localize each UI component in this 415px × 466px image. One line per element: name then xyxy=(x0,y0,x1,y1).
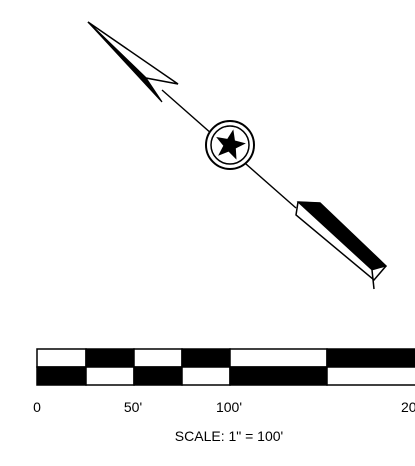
north-arrow-tail xyxy=(295,201,388,290)
scale-segment xyxy=(181,348,231,368)
star-icon xyxy=(216,129,246,160)
scale-segment xyxy=(326,366,415,386)
scale-segment xyxy=(133,366,183,386)
north-arrow-head xyxy=(87,21,179,103)
compass-rose xyxy=(205,120,255,170)
scale-segment xyxy=(85,348,135,368)
scale-segment xyxy=(229,366,328,386)
scale-caption: SCALE: 1" = 100' xyxy=(175,428,283,444)
scale-segment xyxy=(36,366,87,386)
scale-tick-label: 20 xyxy=(401,399,415,415)
scale-segment xyxy=(181,366,231,386)
north-arrow xyxy=(87,21,388,290)
scale-segment xyxy=(229,348,328,368)
scale-segment xyxy=(85,366,135,386)
scale-segment xyxy=(36,348,87,368)
scale-tick-label: 50' xyxy=(124,399,142,415)
scale-segment xyxy=(133,348,183,368)
scale-segment xyxy=(326,348,415,368)
scale-tick-label: 0 xyxy=(33,399,41,415)
scale-tick-label: 100' xyxy=(216,399,242,415)
scale-bar: 0 50' 100' 20 SCALE: 1" = 100' xyxy=(33,348,415,444)
